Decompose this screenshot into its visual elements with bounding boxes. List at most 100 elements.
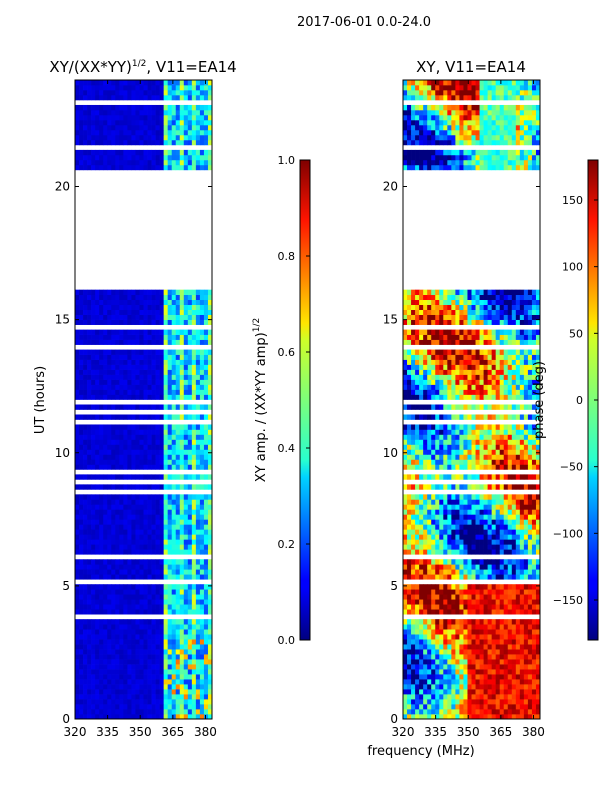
- heatmap-cell: [207, 384, 213, 390]
- heatmap-cell: [151, 474, 156, 480]
- heatmap-cell: [155, 139, 160, 146]
- heatmap-cell: [471, 514, 476, 520]
- heatmap-cell: [79, 529, 84, 535]
- heatmap-cell: [199, 644, 205, 650]
- heatmap-cell: [507, 634, 513, 640]
- heatmap-cell: [495, 619, 501, 625]
- heatmap-cell: [151, 389, 156, 395]
- heatmap-cell: [207, 639, 213, 645]
- heatmap-cell: [131, 319, 136, 325]
- heatmap-cell: [179, 154, 185, 161]
- heatmap-cell: [479, 484, 484, 490]
- heatmap-cell: [159, 329, 164, 335]
- heatmap-cell: [179, 714, 185, 720]
- heatmap-cell: [407, 669, 412, 675]
- heatmap-cell: [95, 549, 100, 555]
- heatmap-cell: [183, 549, 189, 555]
- heatmap-cell: [139, 119, 144, 126]
- heatmap-cell: [419, 604, 424, 610]
- heatmap-cell: [187, 109, 193, 116]
- heatmap-cell: [167, 514, 173, 520]
- heatmap-cell: [163, 649, 169, 655]
- heatmap-cell: [151, 459, 156, 465]
- heatmap-cell: [91, 94, 96, 101]
- heatmap-cell: [487, 524, 492, 530]
- heatmap-cell: [199, 509, 205, 515]
- heatmap-cell: [203, 149, 209, 156]
- heatmap-cell: [151, 319, 156, 325]
- heatmap-cell: [131, 559, 136, 565]
- heatmap-cell: [455, 694, 460, 700]
- heatmap-cell: [79, 674, 84, 680]
- heatmap-cell: [167, 549, 173, 555]
- heatmap-cell: [131, 354, 136, 360]
- heatmap-cell: [159, 319, 164, 325]
- heatmap-cell: [83, 549, 88, 555]
- heatmap-cell: [511, 609, 517, 615]
- heatmap-cell: [115, 314, 120, 320]
- heatmap-cell: [171, 299, 177, 305]
- heatmap-cell: [199, 314, 205, 320]
- heatmap-cell: [467, 664, 472, 670]
- heatmap-cell: [127, 714, 132, 720]
- heatmap-cell: [175, 374, 181, 380]
- heatmap-cell: [191, 659, 197, 665]
- heatmap-cell: [123, 604, 128, 610]
- heatmap-cell: [527, 604, 533, 610]
- heatmap-cell: [199, 669, 205, 675]
- heatmap-cell: [159, 534, 164, 540]
- heatmap-cell: [175, 524, 181, 530]
- heatmap-cell: [527, 529, 533, 535]
- heatmap-cell: [127, 644, 132, 650]
- heatmap-cell: [447, 434, 452, 440]
- heatmap-cell: [167, 694, 173, 700]
- heatmap-cell: [175, 294, 181, 300]
- heatmap-cell: [407, 604, 412, 610]
- heatmap-cell: [487, 659, 492, 665]
- heatmap-cell: [147, 384, 152, 390]
- heatmap-cell: [163, 319, 169, 325]
- heatmap-cell: [123, 394, 128, 400]
- heatmap-cell: [187, 449, 193, 455]
- heatmap-cell: [147, 609, 152, 615]
- heatmap-cell: [455, 474, 460, 480]
- heatmap-cell: [75, 364, 80, 370]
- heatmap-cell: [527, 699, 533, 705]
- heatmap-cell: [491, 574, 497, 580]
- heatmap-cell: [79, 509, 84, 515]
- heatmap-cell: [123, 414, 128, 420]
- heatmap-cell: [419, 709, 424, 715]
- heatmap-cell: [127, 139, 132, 146]
- heatmap-cell: [471, 424, 476, 430]
- heatmap-cell: [523, 494, 529, 500]
- heatmap-cell: [191, 549, 197, 555]
- heatmap-cell: [439, 624, 444, 630]
- heatmap-cell: [507, 644, 513, 650]
- heatmap-cell: [455, 464, 460, 470]
- heatmap-cell: [115, 134, 120, 141]
- heatmap-cell: [151, 119, 156, 126]
- heatmap-cell: [155, 94, 160, 101]
- heatmap-cell: [495, 424, 501, 430]
- heatmap-cell: [459, 694, 464, 700]
- heatmap-cell: [487, 619, 492, 625]
- heatmap-cell: [439, 699, 444, 705]
- heatmap-cell: [195, 559, 201, 565]
- heatmap-cell: [535, 574, 541, 580]
- heatmap-cell: [131, 669, 136, 675]
- heatmap-cell: [527, 474, 533, 480]
- heatmap-cell: [475, 644, 480, 650]
- heatmap-cell: [435, 664, 440, 670]
- heatmap-cell: [179, 599, 185, 605]
- heatmap-cell: [195, 689, 201, 695]
- heatmap-cell: [83, 594, 88, 600]
- heatmap-cell: [523, 599, 529, 605]
- heatmap-cell: [183, 394, 189, 400]
- heatmap-cell: [143, 104, 148, 111]
- heatmap-cell: [123, 80, 128, 86]
- heatmap-cell: [107, 389, 112, 395]
- heatmap-cell: [483, 624, 488, 630]
- heatmap-cell: [111, 364, 116, 370]
- heatmap-cell: [435, 674, 440, 680]
- heatmap-cell: [207, 104, 213, 111]
